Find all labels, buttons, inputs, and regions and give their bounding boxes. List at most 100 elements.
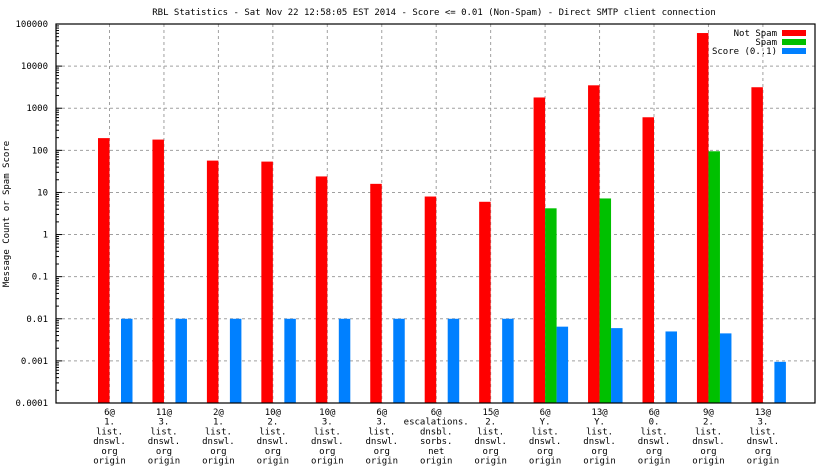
bar-not-spam [424,196,437,403]
x-tick-label: dnswl. [529,437,562,447]
legend-label: Not Spam [734,29,777,39]
x-tick-label: 6@ [104,408,115,418]
bar-spam [545,208,557,403]
y-tick-label: 0.01 [26,315,48,325]
x-tick-label: dnswl. [365,437,398,447]
x-tick-label: org [537,447,553,457]
bar-not-spam [206,160,219,403]
x-tick-label: 6@ [649,408,660,418]
x-tick-label: 1. [213,418,224,428]
x-tick-label: list. [314,427,341,437]
bar-not-spam [370,183,382,403]
plot-border [55,23,816,404]
x-tick-label: org [101,447,117,457]
bar-not-spam [533,97,546,403]
x-tick-label: 9@ [703,408,714,418]
bar-score- [774,361,786,403]
x-tick-label: 2. [485,418,496,428]
legend-swatch [782,30,806,36]
x-tick-label: list. [586,427,613,437]
legend-label: Score (0..1) [712,47,777,57]
x-tick-label: origin [692,457,725,467]
x-tick-label: origin [583,457,616,467]
x-tick-label: org [156,447,172,457]
x-tick-label: 13@ [755,408,772,418]
x-tick-label: origin [638,457,671,467]
x-tick-label: list. [368,427,395,437]
bar-score- [502,318,514,403]
x-tick-label: list. [749,427,776,437]
x-tick-label: 10@ [319,408,336,418]
bars [98,33,786,404]
x-tick-label: origin [93,457,126,467]
x-tick-label: sorbs. [420,437,453,447]
x-tick-label: 3. [322,418,333,428]
x-tick-label: 13@ [591,408,608,418]
x-tick-label: dnswl. [93,437,126,447]
chart-title: RBL Statistics - Sat Nov 22 12:58:05 EST… [152,8,716,18]
x-tick-label: org [265,447,281,457]
x-tick-label: net [428,447,444,457]
x-tick-label: org [700,447,716,457]
x-tick-label: 10@ [265,408,282,418]
x-tick-label: dnswl. [257,437,290,447]
bar-not-spam [588,85,600,403]
bar-score- [121,318,133,403]
bar-spam [599,198,612,403]
x-tick-label: dnswl. [311,437,344,447]
x-tick-label: origin [474,457,507,467]
x-tick-label: org [374,447,390,457]
bar-spam [708,151,720,403]
x-tick-label: list. [640,427,667,437]
x-tick-label: list. [259,427,286,437]
y-tick-label: 0.001 [21,357,48,367]
x-tick-label: Y. [540,418,551,428]
bar-not-spam [751,87,763,404]
x-tick-label: org [591,447,607,457]
x-tick-label: 6@ [431,408,442,418]
x-tick-label: 6@ [540,408,551,418]
x-tick-label: 0. [649,418,660,428]
y-tick-label: 0.1 [32,273,48,283]
legend-label: Spam [755,38,777,48]
x-tick-label: org [755,447,771,457]
x-tick-label: dnsbl. [420,427,453,437]
bar-score- [175,318,187,403]
bar-not-spam [479,201,491,403]
bar-score- [447,318,460,403]
x-tick-label: origin [202,457,235,467]
x-tick-label: 6@ [376,408,387,418]
bar-score- [611,328,623,403]
y-tick-label: 10 [37,188,48,198]
bar-not-spam [696,33,709,403]
x-tick-label: dnswl. [583,437,616,447]
x-tick-label: 2@ [213,408,224,418]
axes: 0.0001 0.001 0.01 0.1 1 10 100 1000 10000 100000 6… [15,20,816,467]
x-tick-label: dnswl. [202,437,235,447]
bar-score- [393,318,405,403]
bar-not-spam [315,176,328,403]
bar-score- [556,326,569,403]
x-tick-label: list. [695,427,722,437]
x-tick-label: org [483,447,499,457]
x-tick-label: origin [365,457,398,467]
y-tick-label: 100 [32,146,48,156]
bar-score- [665,331,677,403]
x-tick-label: dnswl. [747,437,780,447]
y-tick-label: 100000 [15,20,48,30]
x-tick-label: 2. [703,418,714,428]
x-tick-label: dnswl. [638,437,671,447]
x-tick-label: list. [477,427,504,437]
legend-swatch [782,48,806,54]
x-tick-label: list. [96,427,123,437]
x-tick-label: dnswl. [474,437,507,447]
x-tick-label: origin [747,457,780,467]
x-tick-label: origin [420,457,453,467]
x-tick-label: 3. [757,418,768,428]
bar-not-spam [642,117,654,404]
y-tick-label: 10000 [21,62,48,72]
bar-not-spam [98,138,110,403]
x-tick-label: list. [205,427,232,437]
bar-score- [719,333,732,403]
